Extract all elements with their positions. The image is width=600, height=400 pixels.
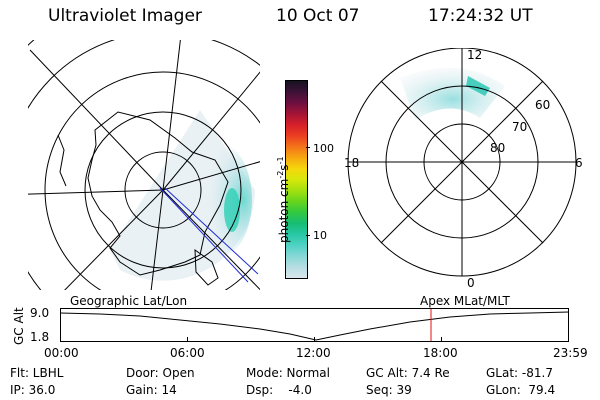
info-seq: Seq: 39 [366,383,412,397]
colorbar-tick-100: 100 [313,142,334,155]
coast-fragment [57,134,67,187]
x-tick-2359: 23:59 [553,346,588,360]
satellite-track-2 [164,187,259,275]
info-door: Door: Open [126,366,195,380]
colorbar [285,80,308,279]
oval-emission-bright [466,76,490,96]
instrument-title: Ultraviolet Imager [48,6,202,26]
left-panel-label: Geographic Lat/Lon [70,294,188,308]
y-tick-9: 9.0 [30,306,50,320]
geographic-polar-image [28,40,260,290]
colorbar-tick-10: 10 [313,229,327,242]
colorbar-ticks [306,235,310,236]
satellite-track-1 [159,187,249,283]
info-filter: Flt: LBHL [10,366,64,380]
unit-exp-s: -1 [276,156,285,165]
observation-time: 17:24:32 UT [428,6,533,26]
gc-alt-ylabel-text: GC Alt [12,307,26,345]
colorbar-unit: photon cm-2s-1 [276,156,291,243]
colorbar-ticks [306,147,310,148]
oval-emission-region [400,67,505,120]
unit-base: photon cm [277,178,291,243]
mlt-label-6: 6 [575,156,583,170]
x-tick-1200: 12:00 [296,346,331,360]
info-dsp: Dsp: -4.0 [246,383,312,397]
info-mode: Mode: Normal [246,366,330,380]
continent-outline [87,111,229,276]
info-glon: GLon: 79.4 [486,383,556,397]
observation-date: 10 Oct 07 [276,6,360,26]
mlt-label-0: 0 [467,276,475,290]
unit-s: s [277,164,291,171]
mlat-label-60: 60 [535,98,551,112]
x-tick-0000: 00:00 [44,346,79,360]
mlat-label-80: 80 [490,141,506,155]
right-panel-label: Apex MLat/MLT [420,294,510,308]
mlt-label-12: 12 [467,48,483,62]
x-tick-1800: 18:00 [423,346,458,360]
unit-exp-cm: -2 [276,170,285,179]
gc-alt-curve [60,311,570,341]
y-tick-1.8: 1.8 [30,330,50,344]
auroral-emission-bright [224,188,240,232]
peninsula-outline [194,249,219,286]
info-glat: GLat: -81.7 [486,366,553,380]
info-ip: IP: 36.0 [10,383,56,397]
x-tick-0600: 06:00 [170,346,205,360]
info-gain: Gain: 14 [126,383,177,397]
info-gc-alt: GC Alt: 7.4 Re [366,366,450,380]
magnetic-polar-plot [347,48,577,277]
colorbar-gradient [286,81,307,278]
mlat-label-70: 70 [512,120,528,134]
mlt-label-18: 18 [344,156,360,170]
gc-alt-ylabel: GC Alt [12,307,26,345]
gc-alt-plot [60,308,570,342]
